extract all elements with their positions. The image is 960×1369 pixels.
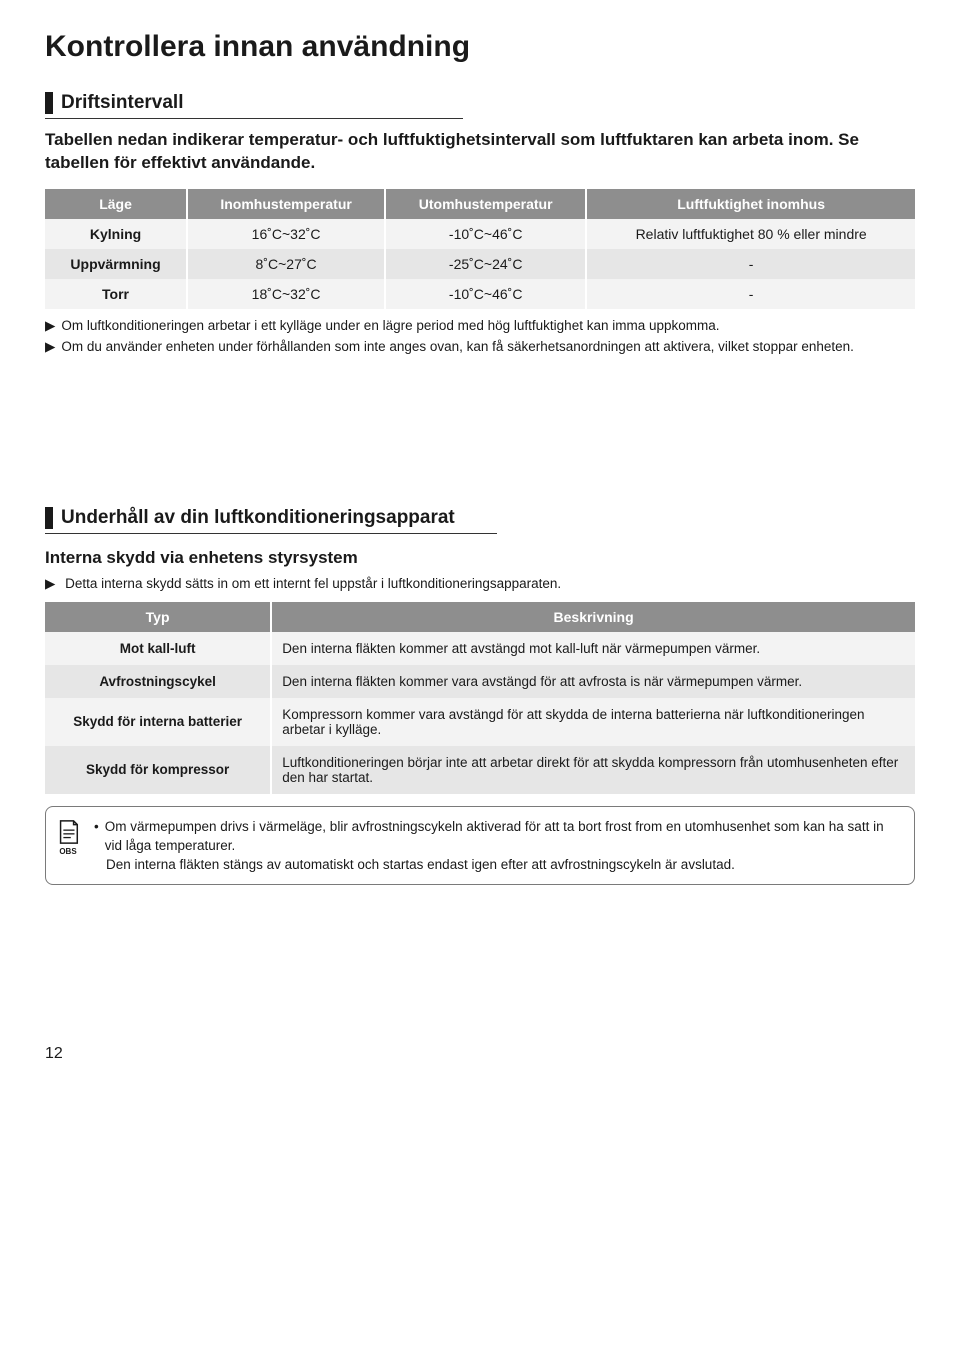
bullet-text: Detta interna skydd sätts in om ett inte… xyxy=(65,576,561,591)
col-outdoor: Utomhustemperatur xyxy=(385,189,586,219)
page-number: 12 xyxy=(45,1045,63,1062)
table-row: Torr 18˚C~32˚C -10˚C~46˚C - xyxy=(45,279,915,309)
operating-range-table: Läge Inomhustemperatur Utomhustemperatur… xyxy=(45,189,915,309)
col-mode: Läge xyxy=(45,189,187,219)
cell-outdoor: -25˚C~24˚C xyxy=(385,249,586,279)
list-item: ▶ Om du använder enheten under förhållan… xyxy=(45,338,915,357)
cell-humidity: - xyxy=(586,279,915,309)
list-item: ▶ Om luftkonditioneringen arbetar i ett … xyxy=(45,317,915,336)
row-type: Skydd för interna batterier xyxy=(45,698,271,746)
table-row: Avfrostningscykel Den interna fläkten ko… xyxy=(45,665,915,698)
cell-outdoor: -10˚C~46˚C xyxy=(385,219,586,249)
col-type: Typ xyxy=(45,602,271,632)
protection-table: Typ Beskrivning Mot kall-luft Den intern… xyxy=(45,602,915,794)
notes-list: ▶ Om luftkonditioneringen arbetar i ett … xyxy=(45,317,915,357)
row-desc: Den interna fläkten kommer vara avstängd… xyxy=(271,665,915,698)
note-icon: OBS xyxy=(56,819,80,857)
intro-text: Tabellen nedan indikerar temperatur- och… xyxy=(45,129,915,175)
note-text: • Om värmepumpen drivs i värmeläge, blir… xyxy=(94,817,900,874)
col-indoor: Inomhustemperatur xyxy=(187,189,385,219)
table-row: Skydd för interna batterier Kompressorn … xyxy=(45,698,915,746)
table-row: Kylning 16˚C~32˚C -10˚C~46˚C Relativ luf… xyxy=(45,219,915,249)
bullet-text: Om du använder enheten under förhållande… xyxy=(61,338,854,357)
row-type: Mot kall-luft xyxy=(45,632,271,665)
table-row: Uppvärmning 8˚C~27˚C -25˚C~24˚C - xyxy=(45,249,915,279)
note-label: OBS xyxy=(59,846,76,857)
section-label: Driftsintervall xyxy=(61,92,183,114)
note-box: OBS • Om värmepumpen drivs i värmeläge, … xyxy=(45,806,915,885)
table-row: Mot kall-luft Den interna fläkten kommer… xyxy=(45,632,915,665)
row-desc: Kompressorn kommer vara avstängd för att… xyxy=(271,698,915,746)
section-header-underhall: Underhåll av din luftkonditioneringsappa… xyxy=(45,507,497,534)
list-item: ▶ Detta interna skydd sätts in om ett in… xyxy=(45,576,915,592)
row-label: Torr xyxy=(45,279,187,309)
cell-indoor: 8˚C~27˚C xyxy=(187,249,385,279)
arrow-icon: ▶ xyxy=(45,338,55,357)
cell-indoor: 16˚C~32˚C xyxy=(187,219,385,249)
bullet-icon: • xyxy=(94,817,99,855)
col-desc: Beskrivning xyxy=(271,602,915,632)
note-line: Den interna fläkten stängs av automatisk… xyxy=(106,855,900,874)
cell-humidity: Relativ luftfuktighet 80 % eller mindre xyxy=(586,219,915,249)
row-desc: Den interna fläkten kommer att avstängd … xyxy=(271,632,915,665)
arrow-icon: ▶ xyxy=(45,576,55,591)
section-bar-icon xyxy=(45,92,53,114)
cell-indoor: 18˚C~32˚C xyxy=(187,279,385,309)
cell-humidity: - xyxy=(586,249,915,279)
section-bar-icon xyxy=(45,507,53,529)
section-label: Underhåll av din luftkonditioneringsappa… xyxy=(61,507,455,529)
section-header-driftsintervall: Driftsintervall xyxy=(45,92,463,119)
arrow-icon: ▶ xyxy=(45,317,55,336)
note-line: Om värmepumpen drivs i värmeläge, blir a… xyxy=(105,817,900,855)
row-label: Uppvärmning xyxy=(45,249,187,279)
row-desc: Luftkonditioneringen börjar inte att arb… xyxy=(271,746,915,794)
row-type: Skydd för kompressor xyxy=(45,746,271,794)
cell-outdoor: -10˚C~46˚C xyxy=(385,279,586,309)
col-humidity: Luftfuktighet inomhus xyxy=(586,189,915,219)
bullet-text: Om luftkonditioneringen arbetar i ett ky… xyxy=(61,317,719,336)
row-type: Avfrostningscykel xyxy=(45,665,271,698)
page-title: Kontrollera innan användning xyxy=(45,30,915,64)
table-row: Skydd för kompressor Luftkonditioneringe… xyxy=(45,746,915,794)
row-label: Kylning xyxy=(45,219,187,249)
sub-heading: Interna skydd via enhetens styrsystem xyxy=(45,548,915,568)
